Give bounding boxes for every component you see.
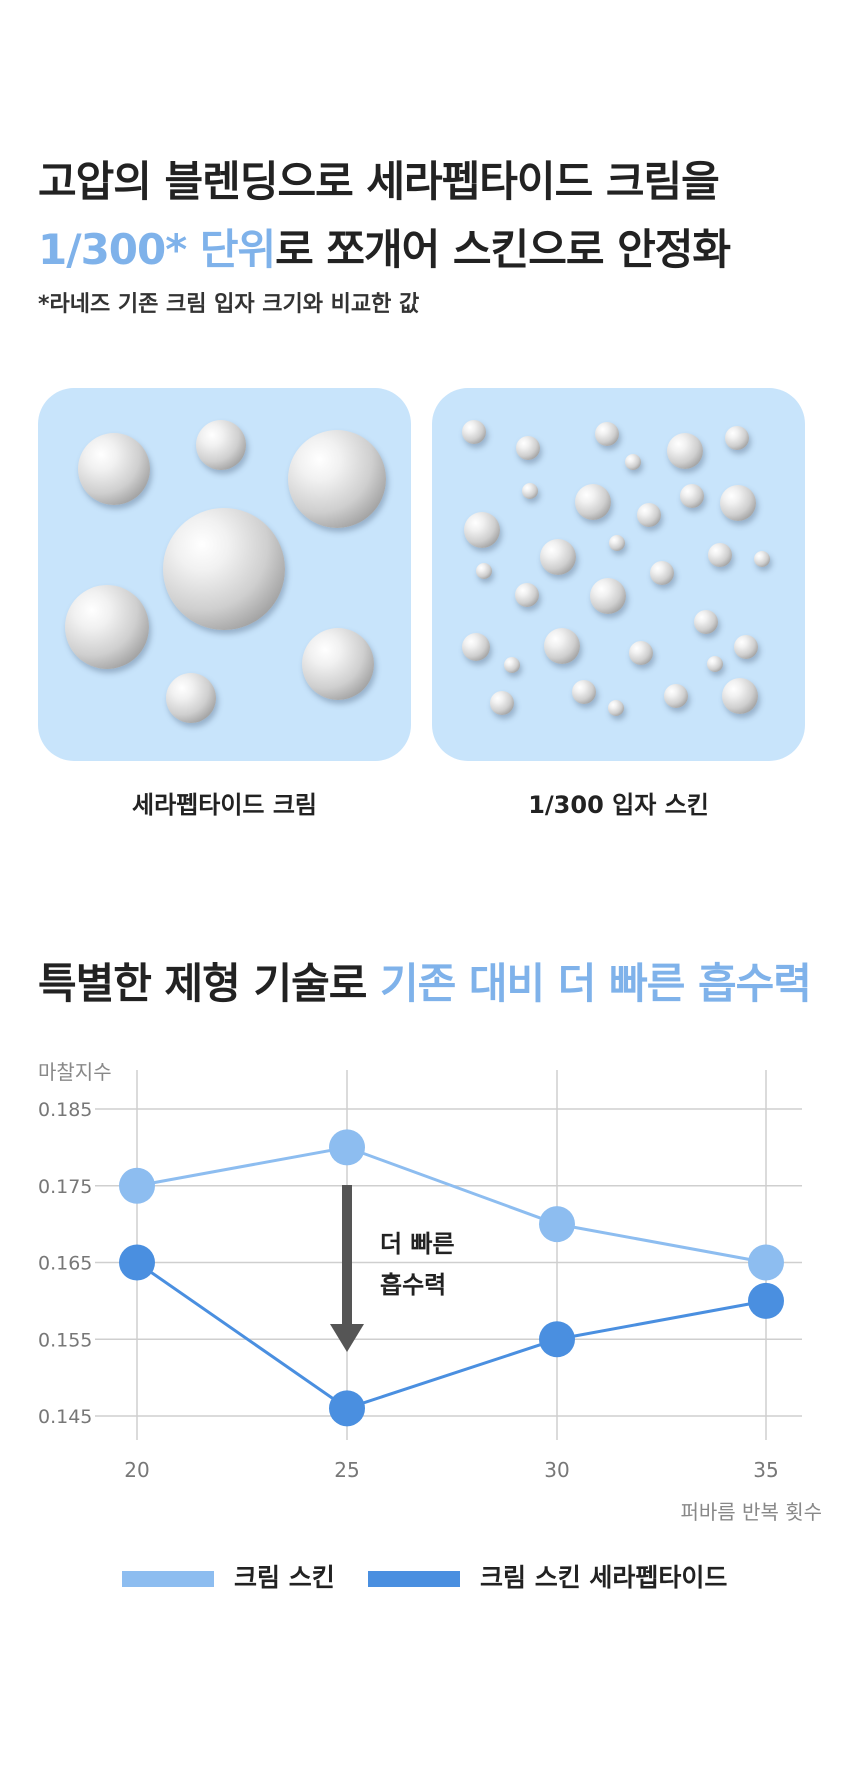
headline-line-2-rest: 로 쪼개어 스킨으로 안정화 <box>275 225 731 274</box>
data-point <box>329 1129 365 1166</box>
y-tick-label: 0.185 <box>38 1099 92 1121</box>
x-tick-label: 30 <box>544 1458 569 1482</box>
particle <box>575 484 611 520</box>
arrow-head <box>330 1324 364 1352</box>
series-points <box>119 1129 784 1427</box>
particle <box>590 578 626 614</box>
particle <box>754 551 770 567</box>
y-tick-label: 0.155 <box>38 1329 92 1351</box>
x-tick-label: 35 <box>753 1458 778 1482</box>
y-tick-label: 0.165 <box>38 1253 92 1275</box>
large-particles-panel <box>38 388 411 761</box>
particle <box>522 483 538 499</box>
particle <box>667 433 703 469</box>
particle <box>680 484 704 508</box>
particle <box>572 680 596 704</box>
particle <box>608 700 624 716</box>
x-tick-label: 25 <box>334 1458 359 1482</box>
particle <box>609 535 625 551</box>
headline-highlight: 1/300* 단위 <box>38 225 276 274</box>
particle <box>708 543 732 567</box>
particle <box>725 426 749 450</box>
particle <box>464 512 500 548</box>
particle <box>504 657 520 673</box>
particle <box>65 585 149 669</box>
particle <box>516 436 540 460</box>
particle <box>629 641 653 665</box>
legend-swatch <box>368 1571 460 1587</box>
y-tick-labels: 0.185 0.175 0.165 0.155 0.145 <box>38 1099 92 1428</box>
annotation-line-2: 흡수력 <box>380 1271 446 1299</box>
particle <box>625 454 641 470</box>
particle <box>462 633 490 661</box>
data-point <box>119 1167 155 1204</box>
particle <box>637 503 661 527</box>
legend-swatch <box>122 1571 214 1587</box>
particle <box>722 678 758 714</box>
particle <box>544 628 580 664</box>
legend-label: 크림 스킨 <box>234 1563 335 1592</box>
caption-left: 세라펩타이드 크림 <box>132 791 317 819</box>
arrow-shaft <box>342 1185 352 1325</box>
footnote: *라네즈 기존 크림 입자 크기와 비교한 값 <box>38 292 420 317</box>
legend-label: 크림 스킨 세라펩타이드 <box>480 1563 728 1592</box>
data-point <box>748 1244 784 1281</box>
particle <box>462 420 486 444</box>
particle <box>707 656 723 672</box>
x-axis-label: 퍼바름 반복 횟수 <box>680 1500 822 1524</box>
section-title: 특별한 제형 기술로 기존 대비 더 빠른 흡수력 <box>38 950 812 1011</box>
headline-line-2: 1/300* 단위로 쪼개어 스킨으로 안정화 <box>38 216 731 277</box>
particle <box>664 684 688 708</box>
particle <box>650 561 674 585</box>
data-point <box>329 1390 365 1427</box>
series-line-2 <box>136 1261 767 1410</box>
particle <box>288 430 386 528</box>
section-title-main: 특별한 제형 기술로 <box>38 959 380 1008</box>
particle <box>163 508 285 630</box>
x-tick-labels: 20 25 30 35 <box>124 1458 778 1482</box>
particle <box>196 420 246 470</box>
particle <box>595 422 619 446</box>
particle <box>302 628 374 700</box>
particle <box>734 635 758 659</box>
caption-right: 1/300 입자 스킨 <box>528 791 709 819</box>
particle <box>490 691 514 715</box>
particle <box>540 539 576 575</box>
headline-line-1: 고압의 블렌딩으로 세라펩타이드 크림을 <box>38 157 720 206</box>
x-tick-label: 20 <box>124 1458 149 1482</box>
annotation-line-1: 더 빠른 <box>380 1230 455 1258</box>
series-lines <box>136 1145 767 1410</box>
series-line-1 <box>136 1145 767 1264</box>
particle <box>694 610 718 634</box>
legend-item-cream-skin: 크림 스킨 <box>122 1558 335 1594</box>
y-tick-label: 0.175 <box>38 1176 92 1198</box>
legend-item-ceramide: 크림 스킨 세라펩타이드 <box>368 1558 727 1594</box>
data-point <box>119 1244 155 1281</box>
particle <box>476 563 492 579</box>
small-particles-panel <box>432 388 805 761</box>
particle <box>720 485 756 521</box>
annotation-arrow <box>330 1185 364 1352</box>
y-tick-label: 0.145 <box>38 1406 92 1428</box>
particle <box>515 583 539 607</box>
y-axis-label: 마찰지수 <box>38 1060 112 1084</box>
data-point <box>539 1206 575 1243</box>
particle <box>166 673 216 723</box>
data-point <box>539 1321 575 1358</box>
section-title-highlight: 기존 대비 더 빠른 흡수력 <box>380 959 812 1008</box>
particle <box>78 433 150 505</box>
data-point <box>748 1282 784 1319</box>
